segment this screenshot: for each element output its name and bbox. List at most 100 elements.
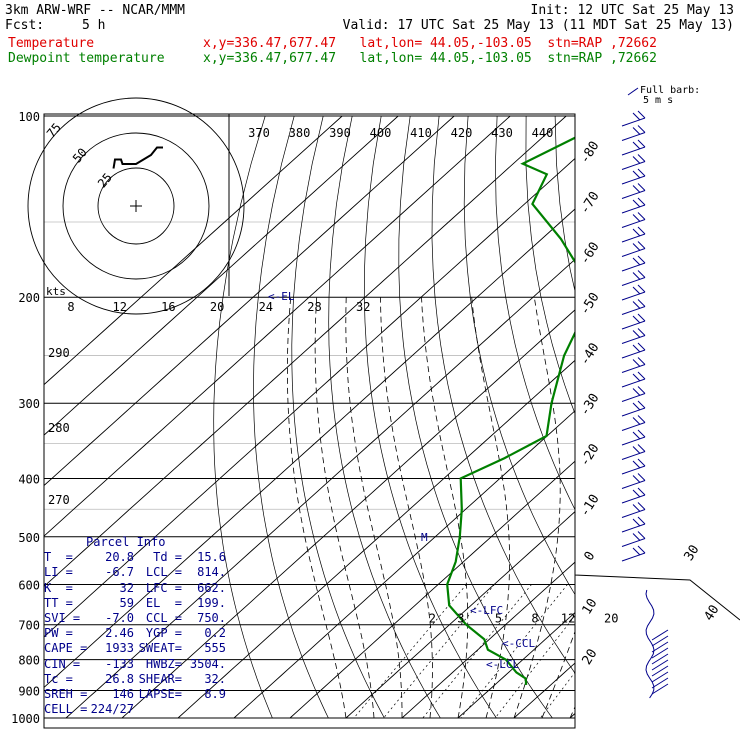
parcel-info-row: T = 20.8 Td = 15.6	[44, 550, 231, 565]
hodograph-ring	[27, 97, 245, 315]
pressure-tick-label: 100	[18, 110, 40, 124]
wind-barb	[621, 364, 646, 373]
wind-barb	[637, 328, 646, 336]
sounding-traces	[446, 136, 575, 685]
mixing-ratio-label: 5	[495, 612, 502, 626]
wind-barb	[651, 647, 669, 659]
parcel-info-cell: 199.	[197, 595, 226, 610]
parcel-info-cell: K =	[44, 580, 73, 595]
isotherm-label: -20	[577, 441, 602, 469]
isotherm-line	[65, 258, 575, 719]
wind-barb	[637, 270, 646, 278]
wind-barb	[621, 291, 646, 301]
init-time: Init: 12 UTC Sat 25 May 13	[530, 3, 735, 18]
wind-barb	[632, 141, 641, 150]
isotherm-line	[289, 460, 575, 719]
wind-barb	[632, 185, 641, 193]
dry-adiabat-line	[671, 116, 740, 718]
speed-scale-label: 32	[356, 300, 370, 314]
pressure-tick-label: 1000	[11, 712, 40, 726]
theta-label: 370	[248, 126, 270, 140]
mixing-ratio-label: 12	[561, 612, 575, 626]
isotherm-label: 40	[702, 603, 723, 624]
parcel-info-cell: CAPE =	[44, 641, 88, 656]
parcel-info-cell: 555	[204, 641, 226, 656]
speed-scale-label: 16	[161, 300, 175, 314]
parcel-info-cell: 224/27	[90, 702, 134, 717]
parcel-info-cell: 1933	[105, 641, 134, 656]
wind-barb	[637, 241, 646, 249]
dry-adiabat-line	[584, 116, 740, 718]
wind-barb	[637, 226, 646, 235]
theta-label: 390	[329, 126, 351, 140]
wind-barb	[637, 168, 646, 177]
isotherm-line	[457, 611, 575, 719]
barb-legend-mark	[627, 87, 639, 96]
wind-barb	[651, 635, 669, 647]
theta-label: 400	[370, 126, 392, 140]
dewpoint-trace	[446, 136, 575, 685]
parcel-info-cell: 20.8	[105, 550, 134, 565]
wind-barb	[637, 183, 646, 191]
dry-adiabat-line	[700, 116, 740, 718]
model-title: 3km ARW-WRF -- NCAR/MMM	[5, 3, 186, 18]
moist-adiabat-line	[380, 297, 433, 719]
wind-barb	[651, 629, 669, 641]
isotherm-line	[44, 115, 567, 588]
moist-adiabat-line	[314, 297, 375, 719]
wind-barb	[621, 509, 646, 518]
pressure-tick-label: 700	[18, 619, 40, 633]
isotherm-line	[44, 208, 575, 689]
isotherm-line	[44, 115, 455, 487]
isotherm-label: -10	[577, 492, 602, 520]
isotherm-line	[44, 157, 575, 638]
wind-barb	[637, 154, 646, 162]
isotherm-line	[345, 511, 575, 719]
wind-barb	[621, 132, 646, 141]
wind-barb	[632, 315, 641, 324]
parcel-info-cell: SREH =	[44, 687, 88, 702]
wind-barb	[632, 286, 641, 295]
parcel-info-cell: 2.46	[105, 626, 134, 641]
wind-barb	[621, 552, 646, 562]
parcel-info-panel: Parcel Info T = 20.8 Td = 15.6 LI = -6.7 LCL =…	[44, 535, 231, 730]
wind-barb	[637, 415, 646, 423]
isotherm-label: -70	[577, 189, 602, 217]
wind-barb	[632, 272, 641, 280]
wind-barb	[621, 436, 646, 446]
wind-barb	[621, 219, 646, 228]
wind-barb	[651, 653, 669, 665]
wind-barb	[621, 393, 646, 402]
wind-barb	[632, 156, 641, 164]
wind-barb	[621, 117, 646, 127]
mixing-ratio-label: 3	[457, 612, 464, 626]
pressure-tick-label: 600	[18, 578, 40, 592]
wind-barb	[651, 659, 669, 671]
pressure-tick-label: 900	[18, 684, 40, 698]
parcel-info-cell: 3504.	[189, 656, 226, 671]
wind-barb	[632, 533, 641, 541]
wind-barb	[637, 284, 646, 293]
parcel-info-title: Parcel Info	[86, 535, 166, 549]
parcel-info-row: SREH = 146 LAPSE= 8.9	[44, 687, 231, 702]
valid-time: Valid: 17 UTC Sat 25 May 13 (11 MDT Sat …	[342, 18, 734, 33]
plot-frame	[43, 113, 576, 729]
isotherm-label: -50	[577, 290, 602, 318]
wind-barb	[621, 465, 646, 475]
parcel-info-cell: LFC =	[145, 580, 182, 595]
wind-barb	[621, 378, 646, 388]
mixing-ratio-line	[353, 584, 467, 719]
parcel-info-row: TT = 59 EL = 199.	[44, 596, 231, 611]
hodograph-ring	[62, 132, 210, 280]
speed-scale-label: 20	[210, 300, 224, 314]
wind-barb	[621, 175, 646, 185]
barb-legend-label: Full barb:	[640, 85, 700, 96]
dry-adiabat-line	[291, 115, 385, 719]
parcel-info-cell: 32	[119, 580, 134, 595]
dewpoint-legend-label: Dewpoint temperature	[8, 51, 165, 66]
parcel-info-cell: T =	[44, 550, 73, 565]
wind-barb	[651, 671, 669, 683]
isotherm-line	[44, 115, 399, 436]
mixing-ratio-line	[540, 671, 575, 719]
